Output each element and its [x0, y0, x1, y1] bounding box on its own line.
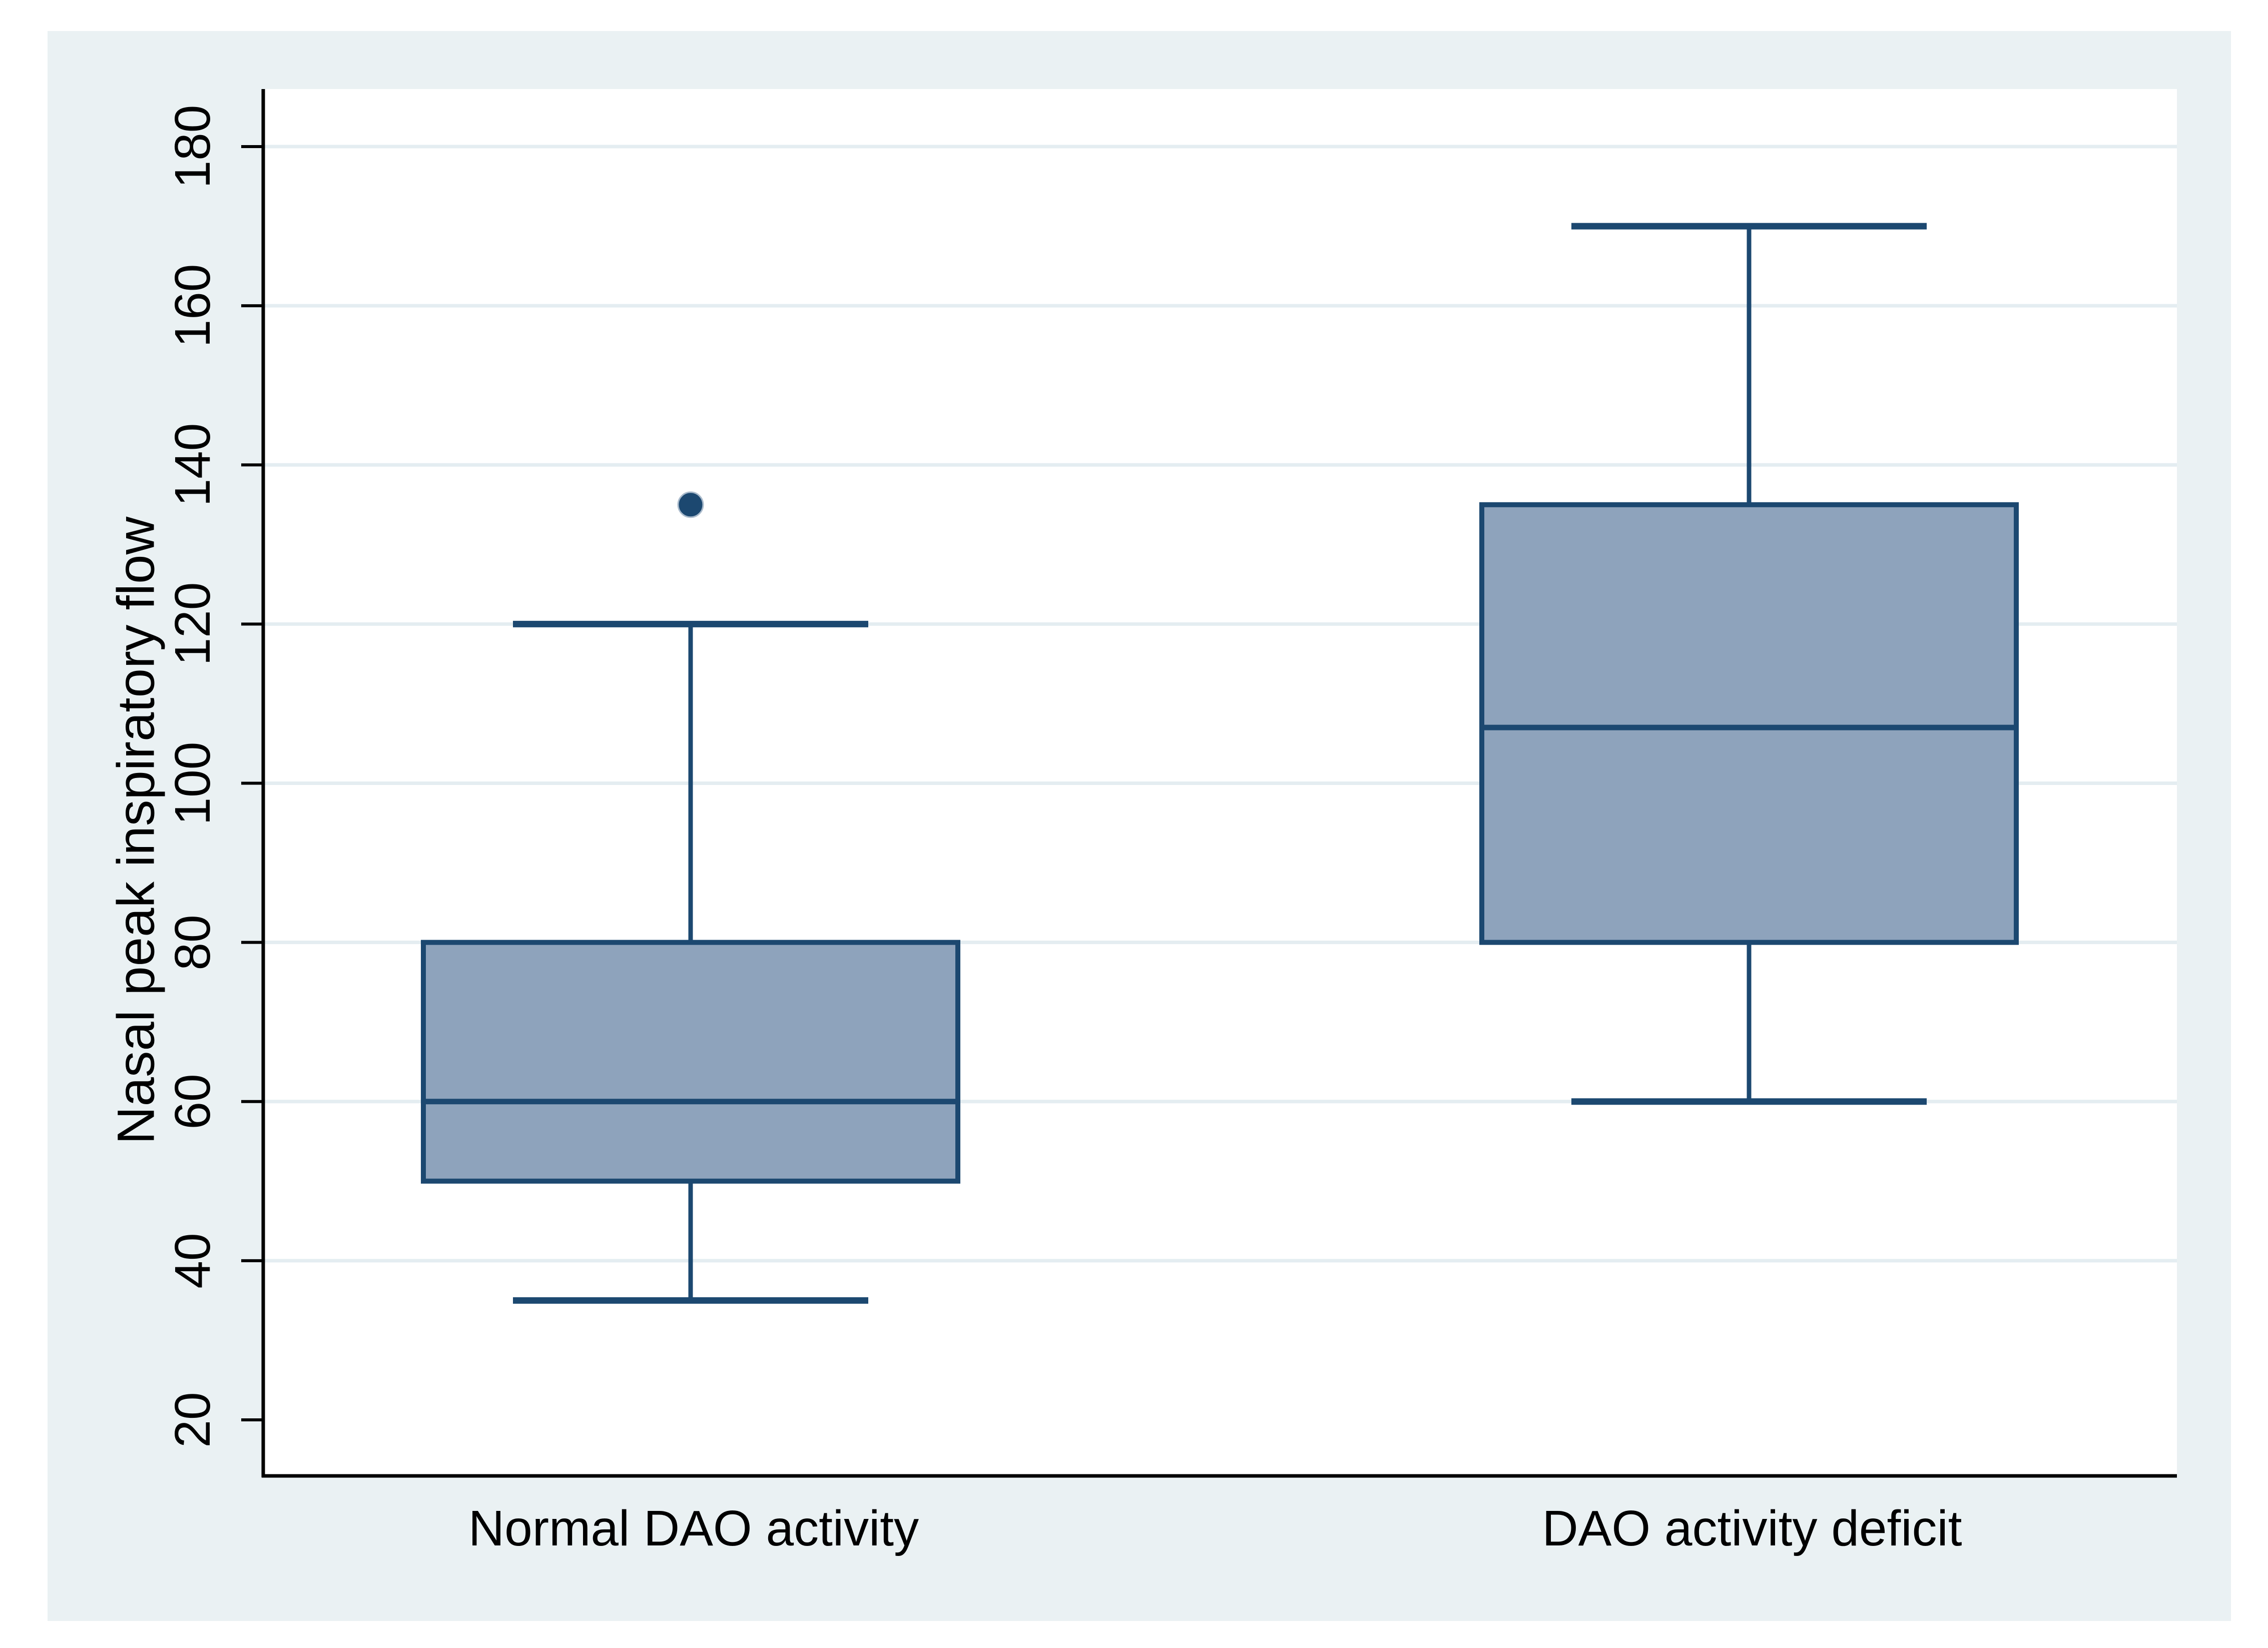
y-tick-label-80: 80 [165, 915, 221, 971]
y-tick-label-60: 60 [165, 1074, 221, 1130]
y-tick-label-120: 120 [165, 582, 221, 666]
y-tick-label-40: 40 [165, 1233, 221, 1289]
y-tick-label-140: 140 [165, 423, 221, 507]
x-category-label-1: Normal DAO activity [468, 1500, 919, 1556]
iqr-box [421, 940, 960, 1184]
y-tick-label-20: 20 [165, 1392, 221, 1448]
x-category-label-2: DAO activity deficit [1542, 1500, 1962, 1556]
y-tick-label-180: 180 [165, 105, 221, 189]
y-axis-title: Nasal peak inspiratory flow [107, 516, 166, 1145]
y-tick-label-100: 100 [165, 741, 221, 825]
y-tick-label-160: 160 [165, 264, 221, 348]
iqr-box [1479, 502, 2019, 945]
outlier-point [677, 491, 704, 518]
